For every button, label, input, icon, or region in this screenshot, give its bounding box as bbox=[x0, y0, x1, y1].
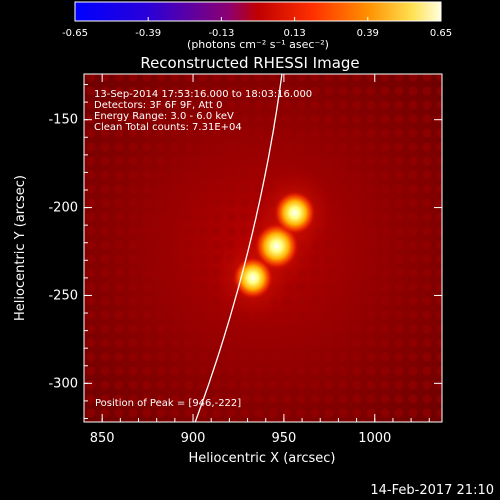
colorbar-tick-label: 0.13 bbox=[283, 28, 305, 39]
y-tick-label: -250 bbox=[48, 288, 78, 303]
x-tick-label: 900 bbox=[181, 431, 206, 446]
y-axis-ticks: -150 -200 -250 -300 bbox=[48, 84, 442, 419]
x-axis-ticks: 850 900 950 1000 bbox=[90, 74, 430, 446]
y-axis-label: Heliocentric Y (arcsec) bbox=[13, 175, 28, 321]
solar-limb-curve bbox=[194, 74, 283, 422]
colorbar-unit-label: (photons cm⁻² s⁻¹ asec⁻²) bbox=[187, 38, 329, 51]
plot-frame bbox=[83, 73, 443, 423]
chart-title: Reconstructed RHESSI Image bbox=[140, 54, 359, 72]
x-axis-label: Heliocentric X (arcsec) bbox=[189, 451, 336, 466]
colorbar-tick-label: -0.65 bbox=[62, 28, 88, 39]
x-tick-label: 950 bbox=[271, 431, 296, 446]
colorbar-tick-label: 0.65 bbox=[430, 28, 452, 39]
annotation-line: Energy Range: 3.0 - 6.0 keV bbox=[94, 111, 234, 122]
x-tick-label: 1000 bbox=[358, 431, 391, 446]
colorbar-ticks: -0.65 -0.39 -0.13 0.13 0.39 0.65 bbox=[62, 17, 452, 39]
source-blob bbox=[233, 256, 273, 299]
peak-position-label: Position of Peak = [946,-222] bbox=[95, 398, 241, 409]
annotation-line: Clean Total counts: 7.31E+04 bbox=[94, 122, 242, 133]
annotation-line: Detectors: 3F 6F 9F, Att 0 bbox=[94, 100, 222, 111]
y-tick-label: -200 bbox=[48, 201, 78, 216]
source-blob bbox=[274, 191, 316, 235]
colorbar-tick-label: -0.13 bbox=[208, 28, 234, 39]
y-tick-label: -300 bbox=[48, 376, 78, 391]
image-plot bbox=[84, 74, 442, 422]
x-tick-label: 850 bbox=[90, 431, 115, 446]
source-blob bbox=[254, 223, 299, 270]
y-tick-label: -150 bbox=[48, 113, 78, 128]
timestamp: 14-Feb-2017 21:10 bbox=[370, 483, 494, 498]
colorbar-tick-label: -0.39 bbox=[135, 28, 161, 39]
colorbar bbox=[74, 1, 442, 22]
colorbar-tick-label: 0.39 bbox=[357, 28, 379, 39]
annotation-block: 13-Sep-2014 17:53:16.000 to 18:03:16.000… bbox=[94, 89, 312, 133]
annotation-line: 13-Sep-2014 17:53:16.000 to 18:03:16.000 bbox=[94, 89, 312, 100]
